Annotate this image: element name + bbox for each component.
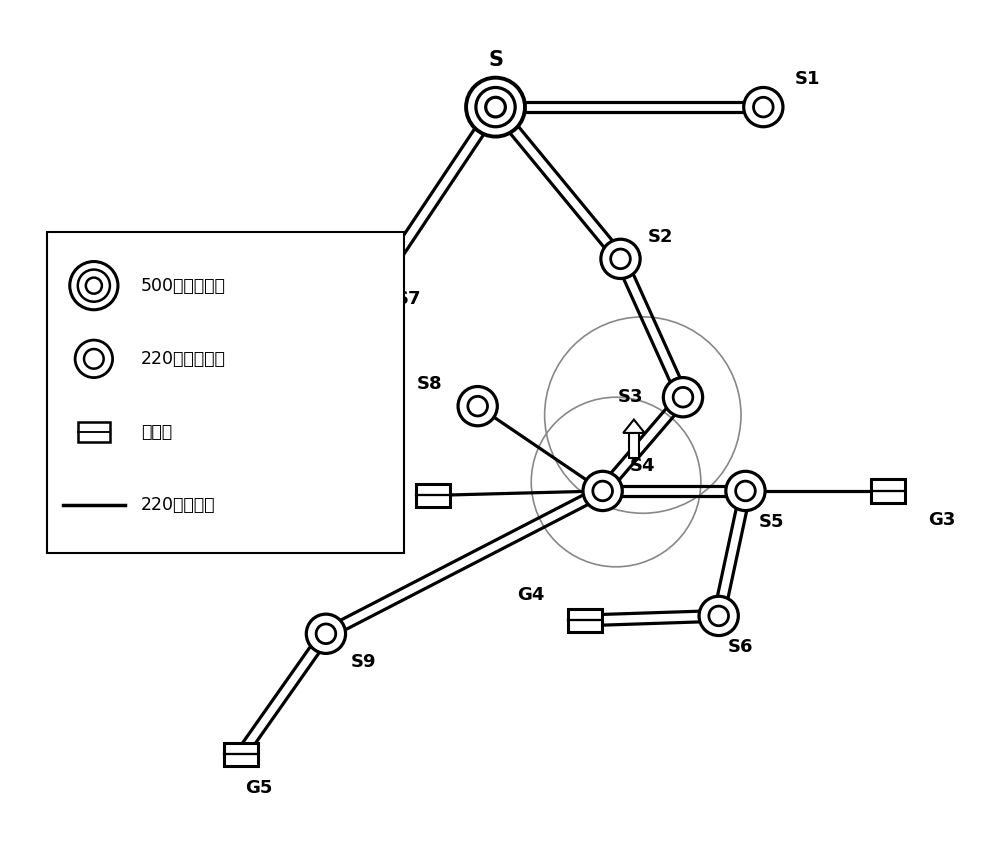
Circle shape (709, 606, 729, 626)
Circle shape (699, 596, 738, 635)
Circle shape (726, 471, 765, 510)
Bar (871, 479, 905, 503)
Text: S9: S9 (351, 653, 376, 672)
Bar (47, 232, 404, 554)
Text: 发电厂: 发电厂 (141, 423, 172, 441)
Circle shape (593, 481, 612, 501)
Circle shape (458, 387, 497, 426)
Circle shape (744, 87, 783, 126)
Circle shape (361, 285, 380, 304)
Text: G2: G2 (370, 458, 397, 476)
Text: S3: S3 (617, 388, 643, 406)
Circle shape (611, 249, 630, 269)
Text: S6: S6 (728, 639, 753, 656)
Circle shape (601, 239, 640, 278)
Polygon shape (623, 420, 645, 433)
Text: S5: S5 (759, 513, 784, 531)
Circle shape (468, 396, 488, 416)
Text: S: S (488, 50, 503, 70)
Circle shape (673, 388, 693, 407)
Circle shape (754, 98, 773, 117)
Circle shape (351, 275, 390, 315)
Circle shape (736, 481, 755, 501)
Bar (416, 484, 450, 507)
Text: S7: S7 (396, 290, 421, 308)
Text: 220千伏变电站: 220千伏变电站 (141, 350, 226, 368)
Text: S8: S8 (416, 375, 442, 393)
Circle shape (86, 277, 102, 293)
Text: G5: G5 (246, 779, 273, 797)
Text: G3: G3 (928, 510, 956, 528)
Text: 220千伏线路: 220千伏线路 (141, 496, 216, 514)
Circle shape (466, 78, 525, 137)
Circle shape (663, 377, 703, 417)
Text: S4: S4 (629, 457, 655, 475)
Text: S2: S2 (647, 227, 673, 246)
Bar (78, 422, 110, 442)
Circle shape (583, 471, 622, 510)
Circle shape (70, 261, 118, 310)
Bar (224, 743, 258, 766)
Circle shape (306, 614, 346, 654)
Polygon shape (629, 433, 639, 458)
Circle shape (84, 349, 104, 369)
Circle shape (75, 340, 113, 377)
Text: G1: G1 (223, 330, 250, 349)
Circle shape (316, 624, 336, 644)
Circle shape (476, 87, 515, 126)
Bar (568, 609, 602, 632)
Circle shape (78, 270, 110, 302)
Circle shape (486, 98, 505, 117)
Text: 500千伏变电站: 500千伏变电站 (141, 276, 226, 294)
Text: S1: S1 (795, 70, 820, 87)
Text: G4: G4 (517, 586, 545, 605)
Bar (269, 354, 303, 377)
